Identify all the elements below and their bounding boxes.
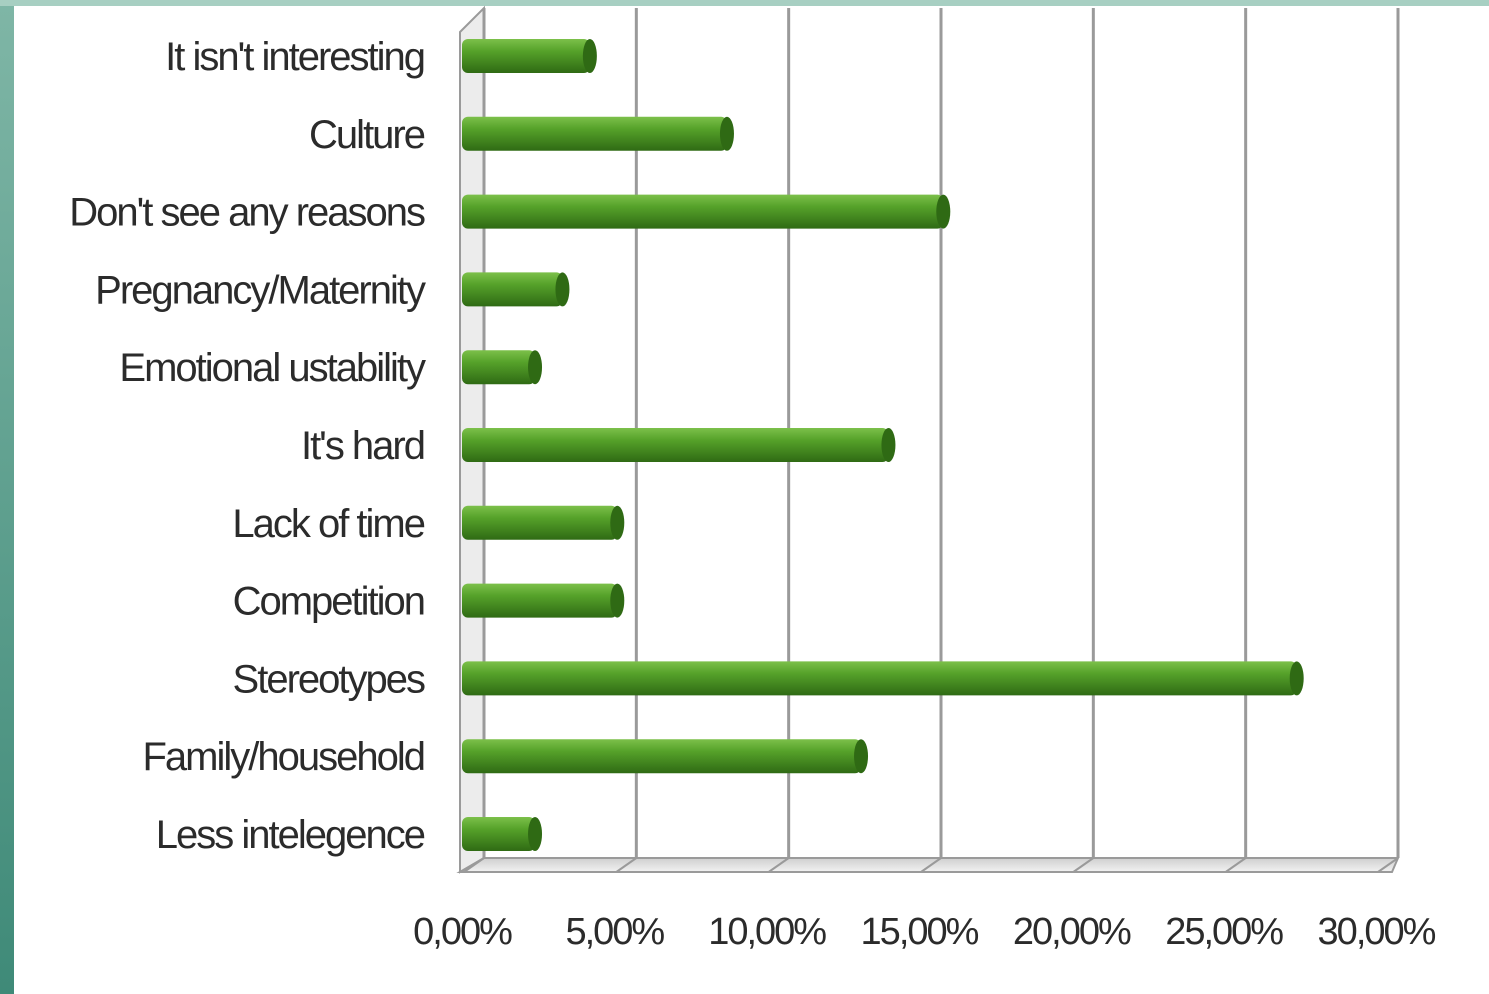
bar-body xyxy=(462,583,618,618)
category-label: Emotional ustability xyxy=(119,346,426,390)
x-tick-label: 20,00% xyxy=(1013,911,1131,953)
x-tick-label: 0,00% xyxy=(413,911,512,953)
category-label: Culture xyxy=(309,113,425,157)
x-tick-label: 15,00% xyxy=(861,911,979,953)
category-label: Don't see any reasons xyxy=(69,191,425,235)
x-tick-label: 25,00% xyxy=(1165,911,1283,953)
bar-end-cap xyxy=(610,505,625,540)
top-frame-edge xyxy=(0,0,1489,6)
bar xyxy=(462,428,896,462)
bar-body xyxy=(462,194,944,229)
bar-body xyxy=(462,661,1297,696)
bar-end-cap xyxy=(719,116,734,151)
bar xyxy=(462,817,543,851)
bar xyxy=(462,272,570,307)
x-tick-labels: 0,00% 5,00% 10,00% 15,00% 20,00% 25,00% 30,00% xyxy=(413,911,1438,953)
category-label: Family/household xyxy=(143,735,425,779)
bar-body xyxy=(462,272,563,307)
category-label: Pregnancy/Maternity xyxy=(95,268,426,312)
bar-body xyxy=(462,739,862,774)
grid-line-floor xyxy=(615,857,637,873)
bar xyxy=(462,583,625,618)
bar-end-cap xyxy=(582,39,597,73)
x-tick-label: 30,00% xyxy=(1318,911,1436,953)
bar xyxy=(462,116,734,151)
bars xyxy=(462,39,1304,851)
bar xyxy=(462,739,869,774)
bar-end-cap xyxy=(528,817,543,851)
bar-body xyxy=(462,116,727,151)
bar xyxy=(462,661,1304,696)
grid-line-floor xyxy=(463,857,485,873)
category-label: Stereotypes xyxy=(233,657,425,701)
bar xyxy=(462,505,625,540)
left-frame-edge xyxy=(0,0,14,994)
category-label: It's hard xyxy=(301,424,424,468)
bar-body xyxy=(462,817,536,851)
grid-line-floor xyxy=(920,857,942,873)
grid-line-floor xyxy=(1377,857,1399,873)
bar xyxy=(462,350,543,385)
bar-body xyxy=(462,350,536,385)
bar-end-cap xyxy=(1289,661,1304,696)
category-label: It isn't interesting xyxy=(165,35,424,79)
category-label: Competition xyxy=(233,580,424,624)
bar xyxy=(462,194,951,229)
bar-end-cap xyxy=(555,272,570,307)
bar-end-cap xyxy=(854,739,869,774)
bar-end-cap xyxy=(610,583,625,618)
bar-body xyxy=(462,505,618,540)
bar-end-cap xyxy=(936,194,951,229)
bar xyxy=(462,39,597,73)
x-tick-label: 10,00% xyxy=(708,911,826,953)
grid-line-floor xyxy=(768,857,790,873)
bar-end-cap xyxy=(881,428,896,462)
bar-end-cap xyxy=(528,350,543,385)
x-tick-label: 5,00% xyxy=(565,911,664,953)
category-label: Lack of time xyxy=(232,502,424,546)
bar-body xyxy=(462,428,889,462)
grid-line-floor xyxy=(1225,857,1247,873)
category-labels: It isn't interesting Culture Don't see any… xyxy=(69,35,428,857)
floor xyxy=(456,857,1400,873)
grid-line-floor xyxy=(1072,857,1094,873)
category-label: Less intelegence xyxy=(156,813,425,857)
bar-body xyxy=(462,39,590,73)
